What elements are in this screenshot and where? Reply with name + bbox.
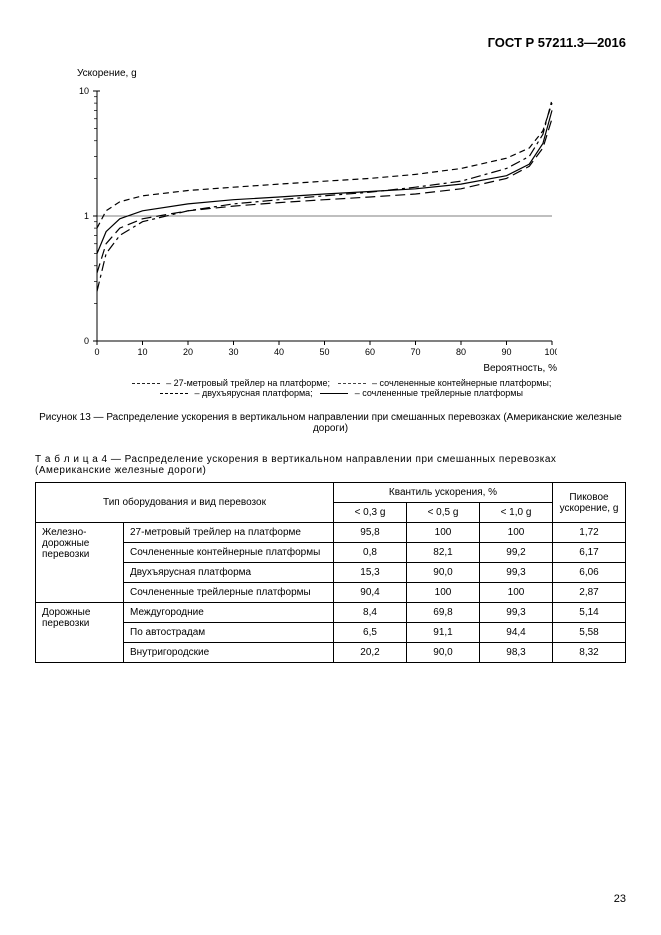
cell-q10: 99,2 bbox=[480, 543, 553, 563]
cell-q10: 98,3 bbox=[480, 643, 553, 663]
col-quantile: Квантиль ускорения, % bbox=[334, 483, 553, 503]
svg-text:0: 0 bbox=[84, 336, 89, 346]
legend-swatch-1 bbox=[132, 383, 160, 384]
cell-q10: 94,4 bbox=[480, 623, 553, 643]
cell-q10: 99,3 bbox=[480, 563, 553, 583]
table-row: Сочлененные контейнерные платформы0,882,… bbox=[36, 543, 626, 563]
legend-swatch-4 bbox=[320, 393, 348, 394]
svg-text:90: 90 bbox=[501, 347, 511, 357]
cell-q03: 6,5 bbox=[334, 623, 407, 643]
cell-q03: 95,8 bbox=[334, 523, 407, 543]
svg-text:40: 40 bbox=[274, 347, 284, 357]
svg-text:60: 60 bbox=[365, 347, 375, 357]
doc-header: ГОСТ Р 57211.3—2016 bbox=[35, 35, 626, 50]
table-caption-rest: — Распределение ускорения в вертикальном… bbox=[35, 454, 556, 476]
table-row: Сочлененные трейлерные платформы90,41001… bbox=[36, 583, 626, 603]
svg-text:70: 70 bbox=[410, 347, 420, 357]
cell-peak: 6,17 bbox=[553, 543, 626, 563]
series-articulated-trailer bbox=[97, 110, 552, 253]
col-peak: Пиковое ускорение, g bbox=[553, 483, 626, 523]
acceleration-chart: 0 10 20 30 40 50 60 70 80 90 100 0 1 10 bbox=[57, 81, 557, 361]
cell-q10: 100 bbox=[480, 523, 553, 543]
cell-peak: 2,87 bbox=[553, 583, 626, 603]
col-q03: < 0,3 g bbox=[334, 503, 407, 523]
cell-q03: 90,4 bbox=[334, 583, 407, 603]
table-body: Железно-дорожные перевозки27-метровый тр… bbox=[36, 523, 626, 663]
cell-q05: 90,0 bbox=[407, 563, 480, 583]
legend-text-2a: – двухъярусная платформа; bbox=[195, 388, 313, 398]
cell-q05: 100 bbox=[407, 583, 480, 603]
cell-q03: 20,2 bbox=[334, 643, 407, 663]
group-cell: Железно-дорожные перевозки bbox=[36, 523, 124, 603]
row-label: По автострадам bbox=[124, 623, 334, 643]
x-axis-label: Вероятность, % bbox=[57, 363, 557, 374]
legend-text-1a: – 27-метровый трейлер на платформе; bbox=[166, 378, 330, 388]
svg-text:50: 50 bbox=[319, 347, 329, 357]
table-row: Двухъярусная платформа15,390,099,36,06 bbox=[36, 563, 626, 583]
table-row: По автострадам6,591,194,45,58 bbox=[36, 623, 626, 643]
legend-text-2b: – сочлененные трейлерные платформы bbox=[355, 388, 523, 398]
cell-q05: 100 bbox=[407, 523, 480, 543]
series-double-deck bbox=[97, 119, 552, 273]
table-row: Железно-дорожные перевозки27-метровый тр… bbox=[36, 523, 626, 543]
row-label: Внутригородские bbox=[124, 643, 334, 663]
page-number: 23 bbox=[614, 893, 626, 905]
svg-text:1: 1 bbox=[84, 211, 89, 221]
cell-peak: 5,14 bbox=[553, 603, 626, 623]
svg-text:10: 10 bbox=[79, 86, 89, 96]
cell-q10: 99,3 bbox=[480, 603, 553, 623]
series-articulated-container bbox=[97, 100, 552, 291]
acceleration-table: Тип оборудования и вид перевозок Квантил… bbox=[35, 482, 626, 663]
cell-peak: 5,58 bbox=[553, 623, 626, 643]
svg-text:0: 0 bbox=[94, 347, 99, 357]
table-caption-prefix: Т а б л и ц а 4 bbox=[35, 454, 108, 465]
row-label: Междугородние bbox=[124, 603, 334, 623]
group-cell: Дорожные перевозки bbox=[36, 603, 124, 663]
svg-text:80: 80 bbox=[456, 347, 466, 357]
row-label: 27-метровый трейлер на платформе bbox=[124, 523, 334, 543]
col-q10: < 1,0 g bbox=[480, 503, 553, 523]
series-27m-trailer bbox=[97, 103, 552, 228]
cell-peak: 6,06 bbox=[553, 563, 626, 583]
legend-text-1b: – сочлененные контейнерные платформы; bbox=[372, 378, 551, 388]
figure-caption: Рисунок 13 — Распределение ускорения в в… bbox=[35, 412, 626, 434]
cell-q05: 91,1 bbox=[407, 623, 480, 643]
svg-text:10: 10 bbox=[137, 347, 147, 357]
legend-swatch-3 bbox=[160, 393, 188, 394]
svg-text:20: 20 bbox=[183, 347, 193, 357]
cell-q05: 69,8 bbox=[407, 603, 480, 623]
row-label: Сочлененные контейнерные платформы bbox=[124, 543, 334, 563]
row-label: Сочлененные трейлерные платформы bbox=[124, 583, 334, 603]
col-equip-type: Тип оборудования и вид перевозок bbox=[36, 483, 334, 523]
chart-container: Ускорение, g 01020304050607080901000110 … bbox=[57, 68, 626, 398]
chart-legend: – 27-метровый трейлер на платформе; – со… bbox=[57, 378, 626, 398]
cell-peak: 1,72 bbox=[553, 523, 626, 543]
legend-swatch-2 bbox=[338, 383, 366, 384]
svg-text:30: 30 bbox=[228, 347, 238, 357]
svg-text:100: 100 bbox=[544, 347, 557, 357]
table-row: Дорожные перевозкиМеждугородние8,469,899… bbox=[36, 603, 626, 623]
cell-q03: 8,4 bbox=[334, 603, 407, 623]
cell-q05: 82,1 bbox=[407, 543, 480, 563]
table-header-row-1: Тип оборудования и вид перевозок Квантил… bbox=[36, 483, 626, 503]
cell-q03: 0,8 bbox=[334, 543, 407, 563]
table-row: Внутригородские20,290,098,38,32 bbox=[36, 643, 626, 663]
cell-q03: 15,3 bbox=[334, 563, 407, 583]
y-axis-label: Ускорение, g bbox=[77, 68, 626, 79]
cell-peak: 8,32 bbox=[553, 643, 626, 663]
row-label: Двухъярусная платформа bbox=[124, 563, 334, 583]
cell-q05: 90,0 bbox=[407, 643, 480, 663]
table-caption: Т а б л и ц а 4 — Распределение ускорени… bbox=[35, 454, 626, 476]
col-q05: < 0,5 g bbox=[407, 503, 480, 523]
cell-q10: 100 bbox=[480, 583, 553, 603]
